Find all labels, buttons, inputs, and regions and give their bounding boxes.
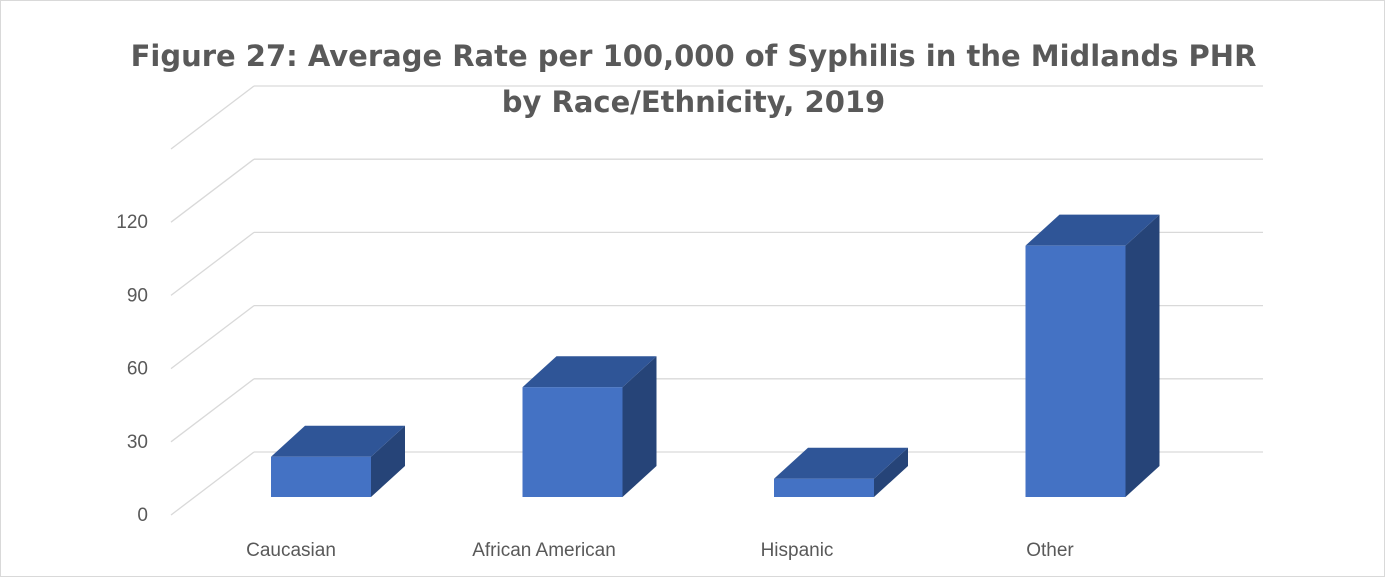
bar-front (271, 456, 371, 497)
bar-side (371, 425, 405, 497)
bar-other (1025, 214, 1160, 497)
gridline-depth (170, 451, 255, 516)
bar-african-american (522, 356, 657, 497)
chart-title-line-1: Figure 27: Average Rate per 100,000 of S… (130, 39, 1257, 73)
bar-hispanic (774, 447, 908, 497)
bar-top (271, 425, 405, 457)
bars (271, 214, 1160, 497)
x-category-label: Hispanic (761, 540, 834, 561)
gridline-depth (170, 305, 255, 370)
y-tick-label: 60 (127, 359, 148, 380)
bar-front (522, 387, 623, 497)
gridline-depth (170, 85, 255, 150)
x-category-label: Caucasian (246, 540, 336, 561)
bar-caucasian (271, 425, 405, 497)
y-tick-label: 30 (127, 432, 148, 453)
gridline-depth (170, 378, 255, 443)
bar-top (774, 447, 908, 479)
gridline-depth (170, 231, 255, 296)
bar-top (1025, 214, 1160, 246)
y-axis-ticks: 0 30 60 90 120 (116, 212, 148, 526)
bar-side (874, 447, 908, 497)
chart-title-line-2: by Race/Ethnicity, 2019 (501, 85, 886, 119)
y-tick-label: 120 (116, 212, 148, 233)
x-axis-categories: Caucasian African American Hispanic Other (246, 540, 1074, 561)
bar-front (1025, 245, 1126, 497)
x-category-label: Other (1026, 540, 1074, 561)
bar-front (774, 478, 874, 497)
bar-side (622, 356, 657, 497)
gridline-depth (170, 158, 255, 223)
bar-top (522, 356, 657, 388)
bar-side (1125, 214, 1160, 497)
chart-title: Figure 27: Average Rate per 100,000 of S… (1, 33, 1385, 125)
y-tick-label: 0 (137, 505, 148, 526)
x-category-label: African American (472, 540, 616, 561)
y-tick-label: 90 (127, 285, 148, 306)
